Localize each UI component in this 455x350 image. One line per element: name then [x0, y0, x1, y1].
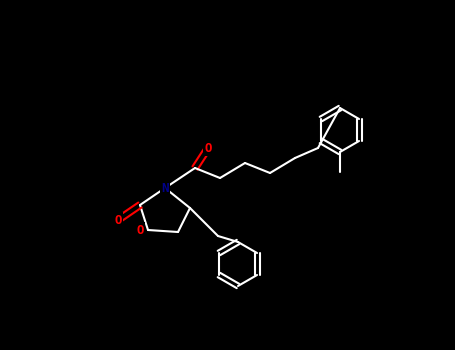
Text: O: O	[114, 214, 122, 226]
Text: N: N	[161, 182, 169, 195]
Text: O: O	[136, 224, 144, 237]
Text: O: O	[204, 141, 212, 154]
